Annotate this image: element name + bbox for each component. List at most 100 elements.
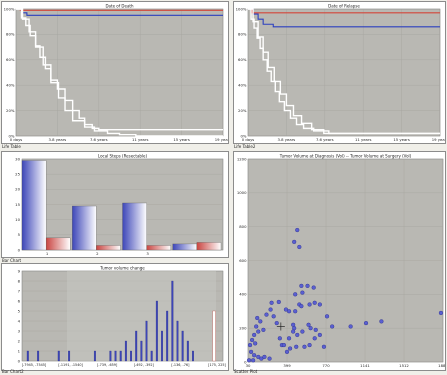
y-tick-label: 800 bbox=[239, 224, 247, 229]
x-tick-label: 7.6 years bbox=[316, 137, 334, 142]
scatter-point bbox=[312, 300, 317, 305]
bar bbox=[72, 205, 97, 251]
y-tick-label: 60% bbox=[238, 57, 247, 62]
y-tick-label: 10 bbox=[15, 217, 20, 222]
y-tick-label: 200 bbox=[239, 325, 247, 330]
survival-curve-3 bbox=[16, 8, 223, 137]
scatter-point bbox=[300, 329, 305, 334]
bar bbox=[45, 237, 71, 251]
scatter-point bbox=[284, 349, 290, 354]
scatter-point bbox=[363, 320, 369, 326]
scatter-point bbox=[317, 332, 322, 338]
scatter-point bbox=[295, 332, 300, 338]
y-tick-label: 20% bbox=[6, 108, 15, 113]
y-tick-label: 15 bbox=[15, 202, 20, 207]
bar bbox=[171, 280, 174, 362]
scatter-point bbox=[297, 244, 302, 250]
x-tick-label: 2 bbox=[96, 251, 99, 256]
scatter-point bbox=[264, 312, 269, 317]
y-tick-label: 5 bbox=[18, 308, 21, 313]
scatter-point bbox=[307, 302, 312, 307]
scatter-point bbox=[311, 285, 316, 290]
x-tick-label: 7.6 years bbox=[90, 137, 108, 142]
scatter-point bbox=[252, 332, 257, 338]
bar bbox=[21, 160, 47, 251]
scatter-point bbox=[293, 292, 298, 297]
y-tick-label: 25 bbox=[15, 171, 20, 176]
bar bbox=[96, 245, 121, 251]
y-tick-label: 6 bbox=[18, 298, 21, 303]
bar bbox=[150, 350, 153, 362]
x-tick-label: [-1191, -1540] bbox=[58, 363, 83, 367]
bar bbox=[146, 245, 171, 251]
y-tick-label: 3 bbox=[18, 328, 21, 333]
scatter-point bbox=[247, 342, 253, 348]
scatter-point bbox=[268, 307, 273, 312]
scatter-point bbox=[305, 283, 310, 288]
survival-curve-2 bbox=[16, 8, 223, 131]
life-table2-panel[interactable]: Date of Relapse 0% 20% 40% 60% 80% 100% 0 days 3… bbox=[233, 1, 446, 144]
scatter-point bbox=[348, 324, 353, 329]
scatter-point bbox=[308, 326, 313, 331]
y-tick-label: 400 bbox=[239, 292, 247, 297]
y-tick-label: 0 bbox=[244, 359, 247, 364]
bar bbox=[161, 330, 163, 362]
y-tick-label: 1 bbox=[18, 348, 21, 353]
life-table2-chart: Date of Relapse 0% 20% 40% 60% 80% 100% 0 days 3… bbox=[236, 4, 445, 143]
x-tick-label: 11 years bbox=[132, 137, 149, 142]
bar bbox=[145, 320, 148, 362]
y-tick-label: 80% bbox=[238, 32, 247, 37]
y-tick-label: 0 bbox=[18, 358, 21, 363]
scatter-point bbox=[250, 337, 255, 343]
scatter-point bbox=[321, 344, 327, 349]
scatter-point bbox=[258, 319, 263, 324]
bar bbox=[109, 350, 112, 362]
x-tick-label: [-492, -392] bbox=[134, 363, 155, 367]
bar-chart-panel[interactable]: Local Steps (Resectable) 0 5 10 15 20 25 30 1 2 3 bbox=[1, 151, 229, 258]
scatter-point bbox=[300, 290, 305, 295]
scatter-plot-caption: Scatter Plot bbox=[234, 369, 258, 374]
scatter-point bbox=[267, 356, 272, 361]
bar-chart2-panel[interactable]: Tumor volume change 0 1 2 3 4 5 6 7 8 9 [-7945, -75… bbox=[1, 263, 229, 371]
bar-chart2: Tumor volume change 0 1 2 3 4 5 6 7 8 9 [-7945, -75… bbox=[18, 266, 227, 368]
life-table-panel[interactable]: Date of Death 0% 20% 40% 60% 80% 100% 0 days 3.8… bbox=[1, 1, 229, 144]
y-tick-label: 2 bbox=[18, 338, 21, 343]
y-tick-label: 40% bbox=[238, 83, 247, 88]
y-tick-label: 4 bbox=[18, 318, 21, 323]
scatter-point bbox=[286, 336, 292, 341]
scatter-point bbox=[438, 310, 444, 316]
survival-curve-3 bbox=[248, 8, 440, 135]
x-tick-label: 1883 bbox=[438, 363, 445, 368]
scatter-point bbox=[256, 329, 261, 334]
y-tick-label: 7 bbox=[18, 288, 21, 293]
scatter-point bbox=[277, 336, 282, 341]
y-tick-label: 20% bbox=[238, 108, 247, 113]
scatter-point bbox=[313, 327, 318, 332]
scatter-point bbox=[302, 344, 307, 349]
scatter-point bbox=[306, 322, 311, 327]
scatter-point bbox=[281, 342, 287, 348]
scatter-point bbox=[293, 309, 298, 314]
scatter-point bbox=[295, 227, 300, 233]
life-table2-caption: Life Table2 bbox=[234, 144, 256, 149]
bar-chart: Local Steps (Resectable) 0 5 10 15 20 25 30 1 2 3 bbox=[15, 154, 224, 256]
bar bbox=[26, 350, 29, 362]
scatter-point bbox=[292, 239, 297, 244]
x-tick-label: 1141 bbox=[360, 363, 370, 368]
scatter-plot-panel[interactable]: Tumor Volume at Diagnosis (Vol) -- Tumor… bbox=[233, 151, 446, 371]
y-tick-label: 100% bbox=[4, 6, 15, 11]
y-tick-label: 1200 bbox=[237, 156, 247, 161]
y-tick-label: 100% bbox=[236, 6, 247, 11]
bar bbox=[135, 330, 138, 362]
bar bbox=[57, 350, 60, 362]
scatter-point bbox=[307, 342, 312, 348]
scatter-plot-chart: Tumor Volume at Diagnosis (Vol) -- Tumor… bbox=[237, 154, 445, 369]
scatter-point bbox=[379, 319, 384, 324]
y-tick-label: 0 bbox=[18, 247, 21, 252]
scatter-point bbox=[287, 346, 293, 351]
x-tick-label: 0 days bbox=[10, 137, 23, 142]
x-tick-label: [175, 225] bbox=[208, 363, 226, 367]
bar bbox=[172, 243, 198, 251]
bar bbox=[140, 340, 143, 362]
y-tick-label: 1000 bbox=[237, 190, 247, 195]
